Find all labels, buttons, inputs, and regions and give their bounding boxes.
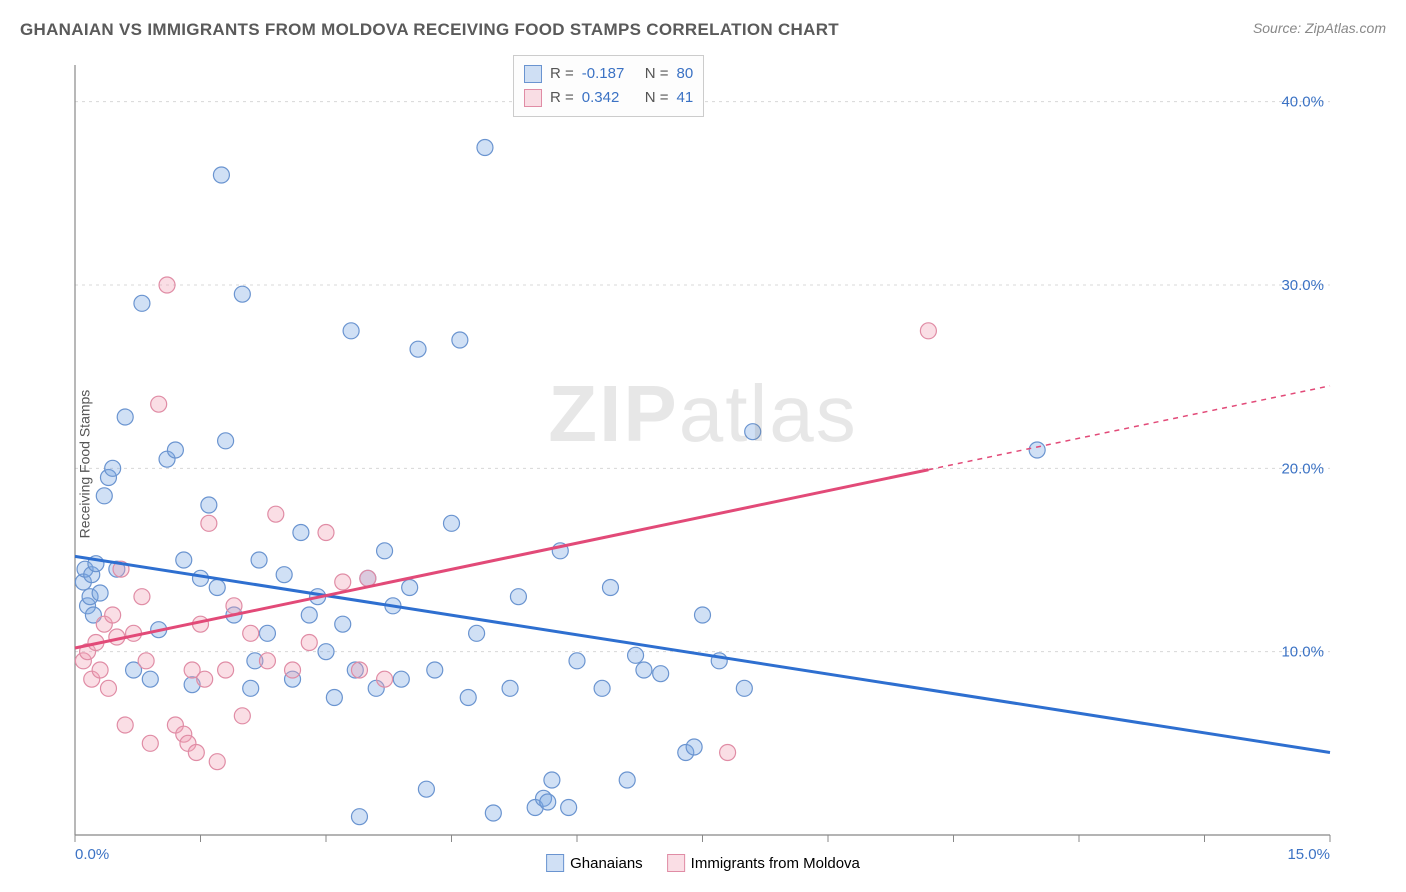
scatter-chart: 10.0% 20.0% 30.0% 40.0% 0.0% 15.0% — [20, 55, 1386, 872]
svg-text:30.0%: 30.0% — [1281, 277, 1324, 294]
chart-container: Receiving Food Stamps 10.0% 20.0% 30.0% 40.… — [20, 55, 1386, 872]
series-swatch — [524, 89, 542, 107]
correlation-stats-box: R = -0.187N = 80R = 0.342N = 41 — [513, 55, 704, 117]
series-swatch — [667, 854, 685, 872]
svg-text:40.0%: 40.0% — [1281, 94, 1324, 111]
svg-text:0.0%: 0.0% — [75, 846, 109, 863]
legend-item: Ghanaians — [546, 854, 643, 872]
source-attribution: Source: ZipAtlas.com — [1253, 20, 1386, 36]
y-axis-label: Receiving Food Stamps — [76, 389, 92, 538]
series-swatch — [524, 65, 542, 83]
series-swatch — [546, 854, 564, 872]
svg-text:10.0%: 10.0% — [1281, 644, 1324, 661]
legend-label: Ghanaians — [570, 855, 643, 872]
stats-row: R = -0.187N = 80 — [524, 62, 693, 86]
stats-row: R = 0.342N = 41 — [524, 86, 693, 110]
legend: Ghanaians Immigrants from Moldova — [546, 854, 860, 872]
legend-label: Immigrants from Moldova — [691, 855, 860, 872]
legend-item: Immigrants from Moldova — [667, 854, 860, 872]
svg-text:20.0%: 20.0% — [1281, 460, 1324, 477]
chart-title: GHANAIAN VS IMMIGRANTS FROM MOLDOVA RECE… — [20, 20, 839, 40]
svg-text:15.0%: 15.0% — [1287, 846, 1330, 863]
